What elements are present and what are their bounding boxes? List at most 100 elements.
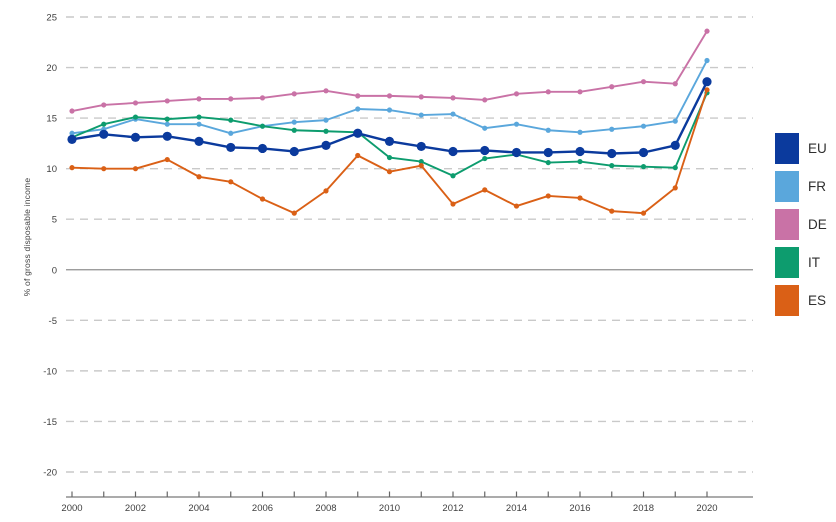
data-point-eu	[448, 146, 458, 157]
data-point-de	[482, 97, 488, 103]
y-tick-label: -20	[43, 467, 57, 478]
data-point-de	[640, 79, 647, 85]
data-point-it	[101, 121, 107, 127]
legend-item-eu: EU	[775, 133, 827, 164]
data-point-es	[386, 169, 393, 175]
data-point-fr	[196, 121, 202, 127]
data-point-de	[323, 88, 329, 94]
data-point-fr	[355, 106, 361, 112]
legend-swatch-fr	[775, 171, 799, 202]
data-point-es	[672, 185, 678, 191]
legend-item-de: DE	[775, 209, 827, 240]
data-point-it	[259, 123, 266, 129]
data-point-it	[386, 154, 393, 161]
x-tick-label: 2020	[696, 503, 717, 514]
data-point-eu	[702, 77, 712, 87]
data-point-it	[482, 155, 488, 162]
data-point-fr	[164, 121, 170, 127]
legend-swatch-it	[775, 247, 799, 278]
data-point-de	[513, 91, 520, 97]
data-point-es	[482, 187, 488, 193]
data-point-eu	[289, 146, 299, 157]
data-point-fr	[704, 57, 710, 64]
x-tick-label: 2004	[188, 503, 209, 514]
data-point-eu	[543, 147, 553, 158]
data-point-fr	[577, 129, 583, 135]
data-point-de	[228, 96, 234, 102]
data-point-fr	[228, 130, 234, 136]
data-point-it	[323, 128, 329, 134]
data-point-it	[132, 114, 139, 120]
legend-label-fr: FR	[808, 179, 826, 194]
data-point-es	[259, 196, 266, 202]
data-point-fr	[513, 121, 520, 127]
legend-label-it: IT	[808, 255, 820, 270]
x-tick-label: 2016	[569, 503, 590, 514]
data-point-de	[577, 89, 583, 95]
data-point-fr	[323, 117, 329, 123]
data-point-es	[323, 188, 329, 194]
data-point-de	[704, 28, 710, 34]
x-tick-label: 2000	[61, 503, 82, 514]
data-point-it	[228, 117, 234, 123]
data-point-es	[228, 179, 234, 185]
data-point-eu	[353, 128, 363, 138]
data-point-de	[450, 95, 456, 101]
data-point-eu	[480, 145, 490, 156]
legend-label-de: DE	[808, 217, 827, 232]
y-tick-label: 25	[46, 13, 57, 24]
x-tick-label: 2018	[633, 503, 654, 514]
data-point-es	[450, 201, 456, 207]
data-point-de	[386, 93, 393, 99]
y-tick-label: -10	[43, 366, 57, 377]
data-point-fr	[609, 126, 615, 132]
data-point-it	[672, 165, 678, 171]
y-axis-title: % of gross disposable income	[22, 177, 32, 297]
data-point-fr	[386, 107, 393, 113]
data-point-es	[640, 210, 647, 216]
data-point-it	[577, 158, 583, 165]
data-point-fr	[69, 130, 75, 136]
data-point-de	[69, 108, 75, 114]
data-point-fr	[672, 118, 678, 124]
data-point-es	[101, 166, 107, 172]
x-tick-label: 2006	[252, 503, 273, 514]
data-point-es	[132, 166, 139, 172]
data-point-eu	[194, 136, 204, 146]
data-point-eu	[575, 146, 585, 157]
data-point-de	[101, 102, 107, 108]
y-tick-label: 15	[46, 114, 57, 125]
data-point-it	[545, 159, 551, 166]
data-point-eu	[67, 134, 77, 144]
y-tick-label: 20	[46, 63, 57, 74]
data-point-de	[196, 96, 202, 102]
data-point-de	[355, 93, 361, 99]
data-point-eu	[99, 129, 109, 139]
x-tick-label: 2002	[125, 503, 146, 514]
data-point-es	[355, 152, 361, 159]
data-point-eu	[670, 140, 680, 151]
x-tick-label: 2008	[315, 503, 336, 514]
data-point-de	[545, 89, 551, 95]
data-point-eu	[162, 131, 172, 141]
data-point-eu	[226, 142, 236, 153]
legend-swatch-es	[775, 285, 799, 316]
data-point-eu	[511, 147, 522, 158]
y-tick-label: 5	[52, 215, 57, 226]
data-point-it	[164, 116, 170, 122]
data-point-it	[291, 127, 297, 133]
data-point-fr	[450, 111, 456, 117]
data-point-fr	[418, 112, 424, 118]
data-point-es	[513, 203, 520, 209]
data-point-de	[259, 95, 266, 101]
data-point-de	[132, 100, 139, 106]
x-tick-label: 2012	[442, 503, 463, 514]
data-point-es	[704, 87, 710, 93]
data-point-eu	[384, 136, 395, 146]
legend-label-es: ES	[808, 293, 827, 308]
data-point-it	[450, 173, 456, 179]
data-point-de	[609, 84, 615, 90]
data-point-fr	[640, 123, 647, 129]
data-point-es	[418, 163, 424, 169]
